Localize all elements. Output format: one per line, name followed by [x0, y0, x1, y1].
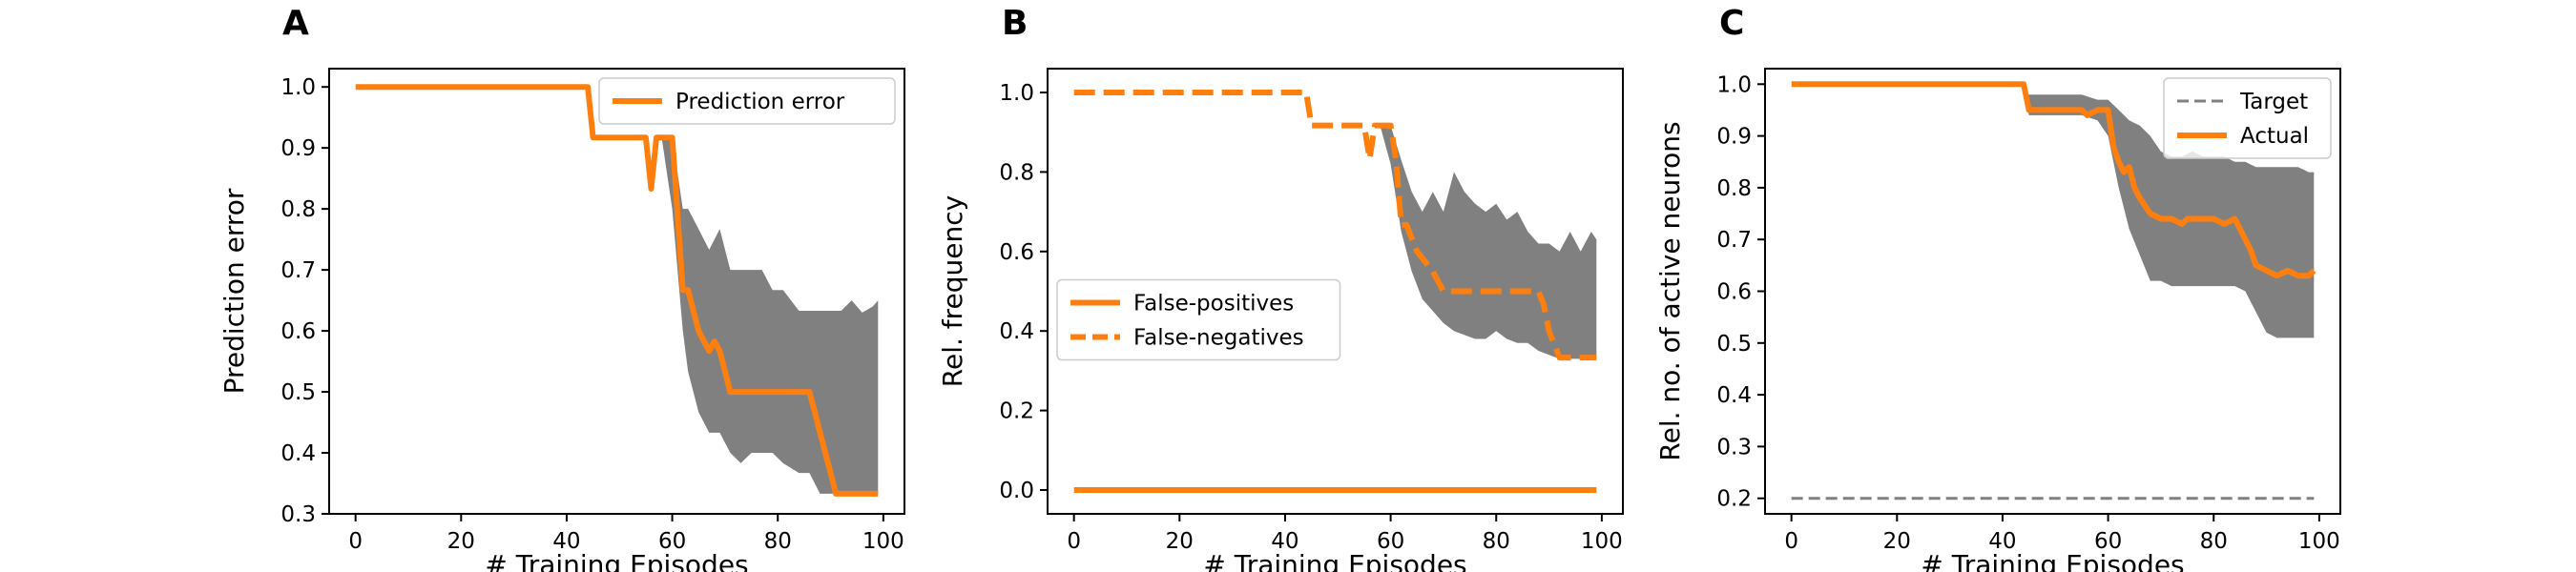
panel-letter: A: [282, 4, 309, 43]
x-tick-label: 20: [1883, 529, 1911, 554]
y-tick-label: 0.6: [280, 319, 316, 344]
x-axis-label: # Training Episodes: [1921, 549, 2184, 572]
y-tick-label: 0.9: [280, 136, 316, 161]
panel-b: 0 20 40 60 80 100 0.0 0.2 0.4 0.6 0.8 1.0 # Training…: [937, 4, 1624, 572]
y-tick-label: 0.2: [1716, 487, 1752, 512]
legend: Prediction error: [598, 77, 896, 125]
x-tick-label: 100: [1581, 529, 1623, 554]
x-tick-label: 60: [1377, 529, 1404, 554]
x-tick-label: 60: [658, 529, 686, 554]
series-line-prediction-error: [355, 84, 879, 497]
x-tick-label: 100: [2298, 529, 2340, 554]
y-tick-label: 0.2: [999, 399, 1034, 424]
y-tick-label: 0.7: [280, 258, 316, 283]
x-tick-label: 100: [862, 529, 904, 554]
y-tick-label: 0.5: [280, 380, 316, 405]
legend-box: [598, 77, 896, 125]
uncertainty-band: [661, 137, 879, 494]
plot-area: [355, 84, 879, 497]
series-line-false-negatives: [1073, 90, 1597, 361]
x-tick-label: 0: [1784, 529, 1798, 554]
y-tick-label: 0.6: [999, 240, 1034, 265]
y-axis-label: Rel. no. of active neurons: [1654, 121, 1686, 460]
y-axis-label: Prediction error: [218, 188, 250, 394]
y-tick-label: 0.3: [280, 502, 316, 527]
uncertainty-band: [1380, 125, 1597, 359]
panel-c: 0 20 40 60 80 100 0.2 0.3 0.4 0.5 0.6 0.7 0.8 0.9 1.0 #…: [1654, 4, 2341, 572]
y-tick-label: 0.8: [999, 160, 1034, 185]
legend-label: False-negatives: [1133, 326, 1304, 351]
x-tick-label: 0: [348, 529, 363, 554]
x-tick-label: 20: [1166, 529, 1194, 554]
plot-frame: [1047, 68, 1624, 515]
x-tick-label: 80: [1483, 529, 1510, 554]
panel-a: 0 20 40 60 80 100 0.3 0.4 0.5 0.6 0.7 0.8 0.9 1.0 # Tr…: [218, 4, 905, 572]
y-tick-label: 0.8: [280, 197, 316, 222]
plot-frame: [328, 68, 905, 515]
y-tick-label: 0.3: [1716, 435, 1752, 460]
y-tick-label: 0.4: [280, 441, 316, 466]
y-tick-label: 0.9: [1716, 125, 1752, 150]
plot-area: [1791, 81, 2316, 500]
y-tick-label: 1.0: [999, 81, 1034, 106]
y-tick-label: 0.4: [999, 319, 1034, 344]
x-tick-label: 80: [2200, 529, 2228, 554]
y-tick-label: 0.0: [999, 479, 1034, 503]
legend-label: Target: [2239, 90, 2308, 114]
x-axis-label: # Training Episodes: [1203, 549, 1466, 572]
x-tick-label: 20: [447, 529, 475, 554]
x-tick-label: 0: [1067, 529, 1081, 554]
legend-label: Actual: [2240, 124, 2309, 149]
y-tick-label: 0.4: [1716, 383, 1752, 408]
y-tick-label: 0.8: [1716, 176, 1752, 201]
series-line-actual: [1791, 81, 2316, 279]
panel-letter: C: [1719, 4, 1744, 43]
y-axis-label: Rel. frequency: [937, 195, 968, 387]
x-tick-label: 40: [1271, 529, 1298, 554]
y-tick-label: 0.5: [1716, 332, 1752, 357]
legend-label: Prediction error: [675, 90, 845, 114]
x-tick-label: 60: [2094, 529, 2122, 554]
x-tick-label: 40: [552, 529, 580, 554]
y-tick-label: 1.0: [280, 75, 316, 100]
x-tick-label: 80: [764, 529, 792, 554]
panel-letter: B: [1002, 4, 1028, 43]
legend: False-positives False-negatives: [1056, 278, 1341, 361]
x-tick-label: 40: [1988, 529, 2016, 554]
uncertainty-band: [2024, 84, 2315, 338]
legend-label: False-positives: [1133, 292, 1294, 317]
y-tick-label: 1.0: [1716, 72, 1752, 97]
y-tick-label: 0.6: [1716, 280, 1752, 305]
legend: Target Actual: [2163, 77, 2332, 159]
y-tick-label: 0.7: [1716, 228, 1752, 253]
legend-box: [1056, 278, 1341, 361]
plot-area: [1073, 90, 1597, 493]
x-axis-label: # Training Episodes: [485, 549, 748, 572]
